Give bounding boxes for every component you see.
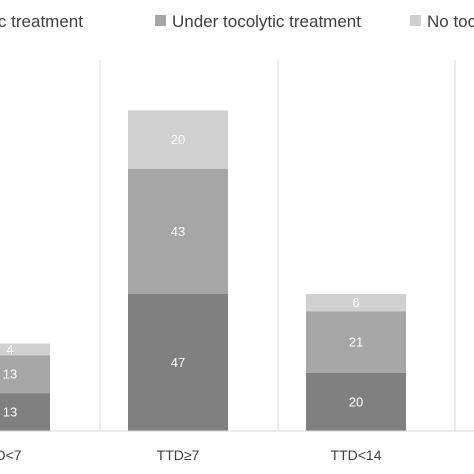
data-label: 20 — [349, 394, 363, 409]
bar-segment — [0, 393, 50, 431]
bar-segment — [0, 343, 50, 356]
legend-entry: Under tocolytic treatment — [172, 12, 361, 31]
legend-swatch — [155, 15, 166, 26]
legend-entry: Under tocolytic treatment — [0, 12, 83, 31]
data-label: 20 — [171, 132, 185, 147]
bar-segment — [128, 168, 228, 295]
bar-segment — [0, 355, 50, 394]
bar-segment — [306, 372, 406, 431]
bars: 13 13 4 47 43 20 20 21 6 — [0, 110, 406, 431]
bar-segment — [128, 110, 228, 169]
legend-entry: No tocolytic treatment — [427, 12, 474, 31]
data-label: 4 — [6, 342, 13, 357]
legend: Under tocolytic treatment Under tocolytic… — [0, 12, 474, 31]
data-label: 21 — [349, 335, 363, 350]
x-tick-label: TTD<7 — [0, 447, 22, 463]
bar-segment — [128, 294, 228, 431]
gridlines — [99, 60, 456, 431]
bar-segment — [306, 311, 406, 373]
data-label: 43 — [171, 224, 185, 239]
legend-swatch — [410, 15, 421, 26]
x-tick-label: TTD≥7 — [157, 447, 200, 463]
x-tick-label: TTD<14 — [331, 447, 382, 463]
data-label: 13 — [3, 367, 17, 382]
x-tick-labels: TTD<7 TTD≥7 TTD<14 — [0, 447, 382, 463]
data-label: 6 — [352, 295, 359, 310]
data-label: 47 — [171, 355, 185, 370]
bar-segment — [306, 294, 406, 312]
data-label: 13 — [3, 404, 17, 419]
